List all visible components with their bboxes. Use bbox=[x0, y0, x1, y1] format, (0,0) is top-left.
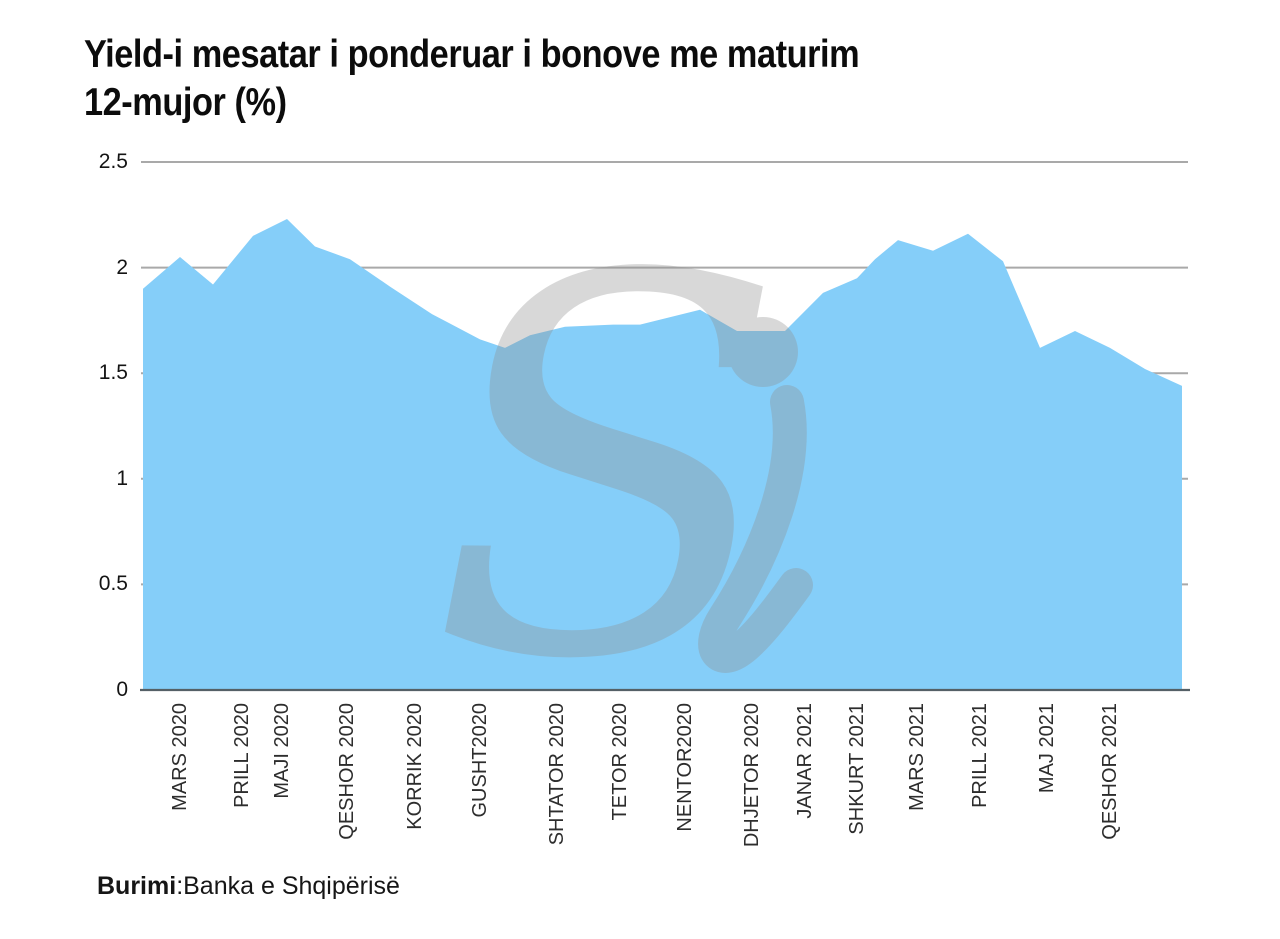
x-tick-label: MAJ 2021 bbox=[1036, 703, 1058, 794]
y-tick-label-0.5: 0.5 bbox=[98, 572, 128, 596]
area-series bbox=[143, 219, 1182, 690]
x-tick-label: SHTATOR 2020 bbox=[546, 703, 568, 846]
x-tick-label: KORRIK 2020 bbox=[404, 703, 426, 830]
source-note: Burimi:Banka e Shqipërisë bbox=[97, 872, 400, 901]
y-tick-label-1.5: 1.5 bbox=[98, 361, 128, 385]
x-tick-label: NENTOR2020 bbox=[674, 703, 696, 832]
x-tick-label: TETOR 2020 bbox=[609, 703, 631, 821]
chart-title-line2: 12-mujor (%) bbox=[84, 81, 287, 124]
y-tick-label-1: 1 bbox=[116, 466, 128, 490]
watermark-letter-s: S bbox=[430, 167, 786, 773]
watermark-i-stem bbox=[698, 385, 813, 673]
y-tick-label-2.5: 2.5 bbox=[98, 150, 128, 173]
x-tick-label: MARS 2020 bbox=[169, 703, 191, 811]
x-tick-label: QESHOR 2021 bbox=[1099, 703, 1121, 840]
chart-title-line1: Yield-i mesatar i ponderuar i bonove me … bbox=[84, 33, 860, 76]
chart-title: Yield-i mesatar i ponderuar i bonove me … bbox=[84, 31, 946, 127]
x-tick-label: SHKURT 2021 bbox=[846, 703, 868, 835]
y-tick-label-2: 2 bbox=[116, 255, 128, 279]
watermark-si-logo: S bbox=[430, 167, 813, 773]
source-value: :Banka e Shqipërisë bbox=[176, 872, 400, 900]
x-tick-label: PRILL 2021 bbox=[969, 703, 991, 808]
x-tick-label: MARS 2021 bbox=[906, 703, 928, 811]
x-tick-label: MAJI 2020 bbox=[271, 703, 293, 799]
x-tick-label: DHJETOR 2020 bbox=[741, 703, 763, 848]
x-tick-label: JANAR 2021 bbox=[794, 703, 816, 819]
y-tick-label-0: 0 bbox=[116, 678, 128, 701]
x-tick-label: GUSHT2020 bbox=[469, 703, 491, 818]
source-label: Burimi bbox=[97, 872, 177, 900]
x-tick-label: QESHOR 2020 bbox=[336, 703, 358, 840]
x-tick-label: PRILL 2020 bbox=[231, 703, 253, 808]
watermark-i-dot bbox=[728, 317, 798, 387]
